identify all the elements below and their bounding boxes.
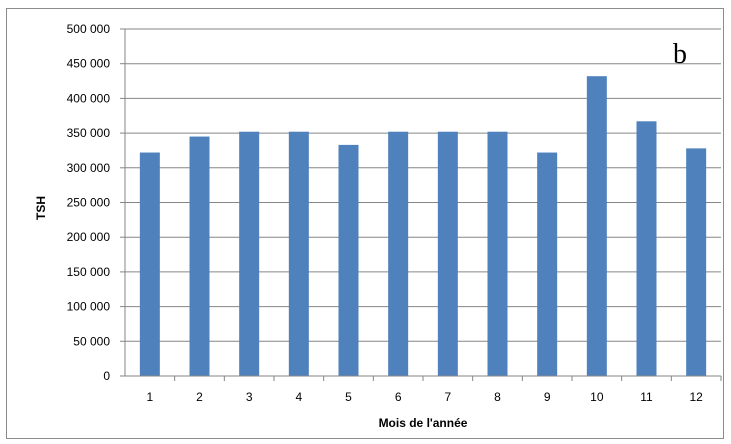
y-tick-label: 450 000 bbox=[67, 57, 111, 71]
x-tick-label: 12 bbox=[689, 390, 703, 404]
bar bbox=[487, 131, 508, 376]
x-tick-label: 11 bbox=[640, 390, 653, 404]
gridlines bbox=[125, 28, 721, 342]
x-axis-title: Mois de l'année bbox=[379, 416, 468, 430]
x-tick-label: 10 bbox=[590, 390, 604, 404]
x-tick-label: 5 bbox=[345, 390, 352, 404]
y-tick-label: 500 000 bbox=[67, 22, 111, 36]
y-axis-title: TSH bbox=[34, 196, 48, 220]
y-tick-label: 350 000 bbox=[67, 126, 111, 140]
x-tick-label: 2 bbox=[196, 390, 203, 404]
bar bbox=[586, 76, 607, 376]
x-tick-label: 7 bbox=[444, 390, 451, 404]
y-tick-label: 100 000 bbox=[67, 300, 111, 314]
bar bbox=[636, 121, 657, 376]
bars bbox=[139, 76, 707, 376]
bar bbox=[139, 152, 160, 376]
x-tick-label: 8 bbox=[494, 390, 501, 404]
y-tick-label: 50 000 bbox=[73, 334, 110, 348]
bar bbox=[388, 131, 409, 376]
bar bbox=[189, 136, 210, 376]
bar bbox=[338, 144, 359, 376]
bar bbox=[288, 131, 309, 376]
x-tick-label: 4 bbox=[295, 390, 302, 404]
x-tick-label: 1 bbox=[146, 390, 153, 404]
y-tick-label: 0 bbox=[103, 369, 110, 383]
x-tick-labels: 1 2 3 4 5 6 7 8 9 10 11 12 bbox=[146, 376, 722, 404]
y-tick-label: 200 000 bbox=[67, 230, 111, 244]
y-tick-label: 150 000 bbox=[67, 265, 111, 279]
x-tick-label: 3 bbox=[246, 390, 253, 404]
y-tick-label: 250 000 bbox=[67, 196, 111, 210]
y-tick-label: 300 000 bbox=[67, 161, 111, 175]
bar bbox=[239, 131, 260, 376]
panel-letter: b bbox=[673, 39, 687, 70]
y-tick-labels: 0 50 000 100 000 150 000 200 000 250 000 300 0… bbox=[67, 22, 125, 383]
x-tick-label: 6 bbox=[395, 390, 402, 404]
bar bbox=[437, 131, 458, 376]
y-tick-label: 400 000 bbox=[67, 91, 111, 105]
x-tick-label: 9 bbox=[544, 390, 551, 404]
bar bbox=[537, 152, 558, 376]
bar bbox=[686, 148, 707, 376]
